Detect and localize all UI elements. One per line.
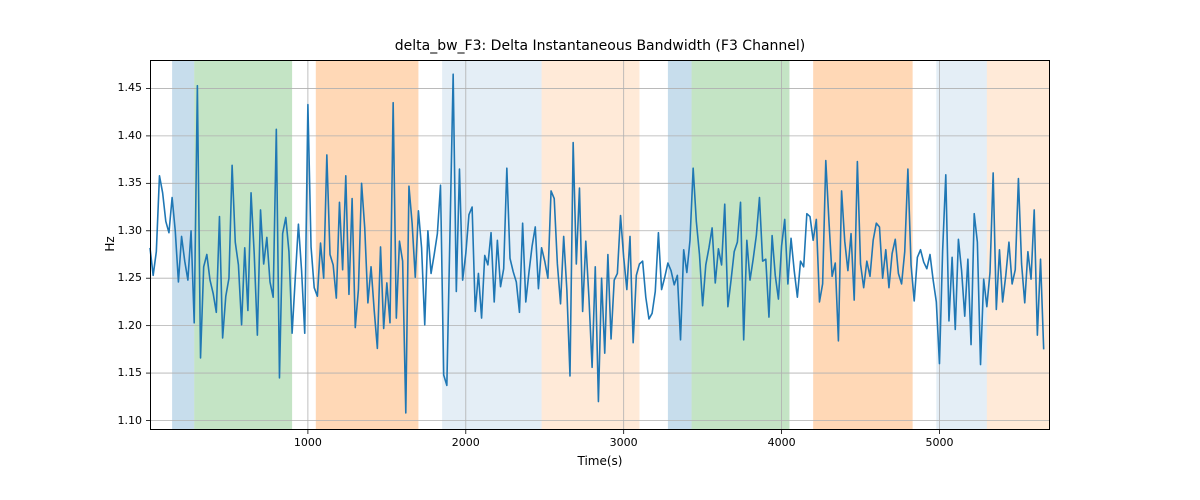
plot-area [150,60,1050,430]
chart-title: delta_bw_F3: Delta Instantaneous Bandwid… [150,38,1050,54]
x-tick-label: 3000 [604,436,644,449]
y-axis-label: Hz [103,214,117,274]
x-axis-label: Time(s) [150,454,1050,468]
y-axis-label-text: Hz [103,236,117,251]
x-tick-label: 4000 [762,436,802,449]
shaded-region [813,60,912,430]
shaded-region [668,60,692,430]
chart-title-text: delta_bw_F3: Delta Instantaneous Bandwid… [395,38,806,54]
x-axis-label-text: Time(s) [578,454,623,468]
y-tick-label: 1.45 [118,81,143,94]
x-tick-label: 2000 [446,436,486,449]
shaded-region [692,60,790,430]
y-tick-label: 1.35 [118,176,143,189]
y-tick-label: 1.30 [118,224,143,237]
plot-svg [150,60,1050,430]
y-tick-label: 1.10 [118,414,143,427]
figure: delta_bw_F3: Delta Instantaneous Bandwid… [0,0,1200,500]
y-tick-label: 1.20 [118,319,143,332]
y-tick-label: 1.40 [118,129,143,142]
y-tick-label: 1.25 [118,271,143,284]
shaded-region [987,60,1050,430]
x-tick-label: 1000 [288,436,328,449]
x-tick-label: 5000 [919,436,959,449]
shaded-region [936,60,987,430]
y-tick-label: 1.15 [118,366,143,379]
shaded-region [316,60,419,430]
